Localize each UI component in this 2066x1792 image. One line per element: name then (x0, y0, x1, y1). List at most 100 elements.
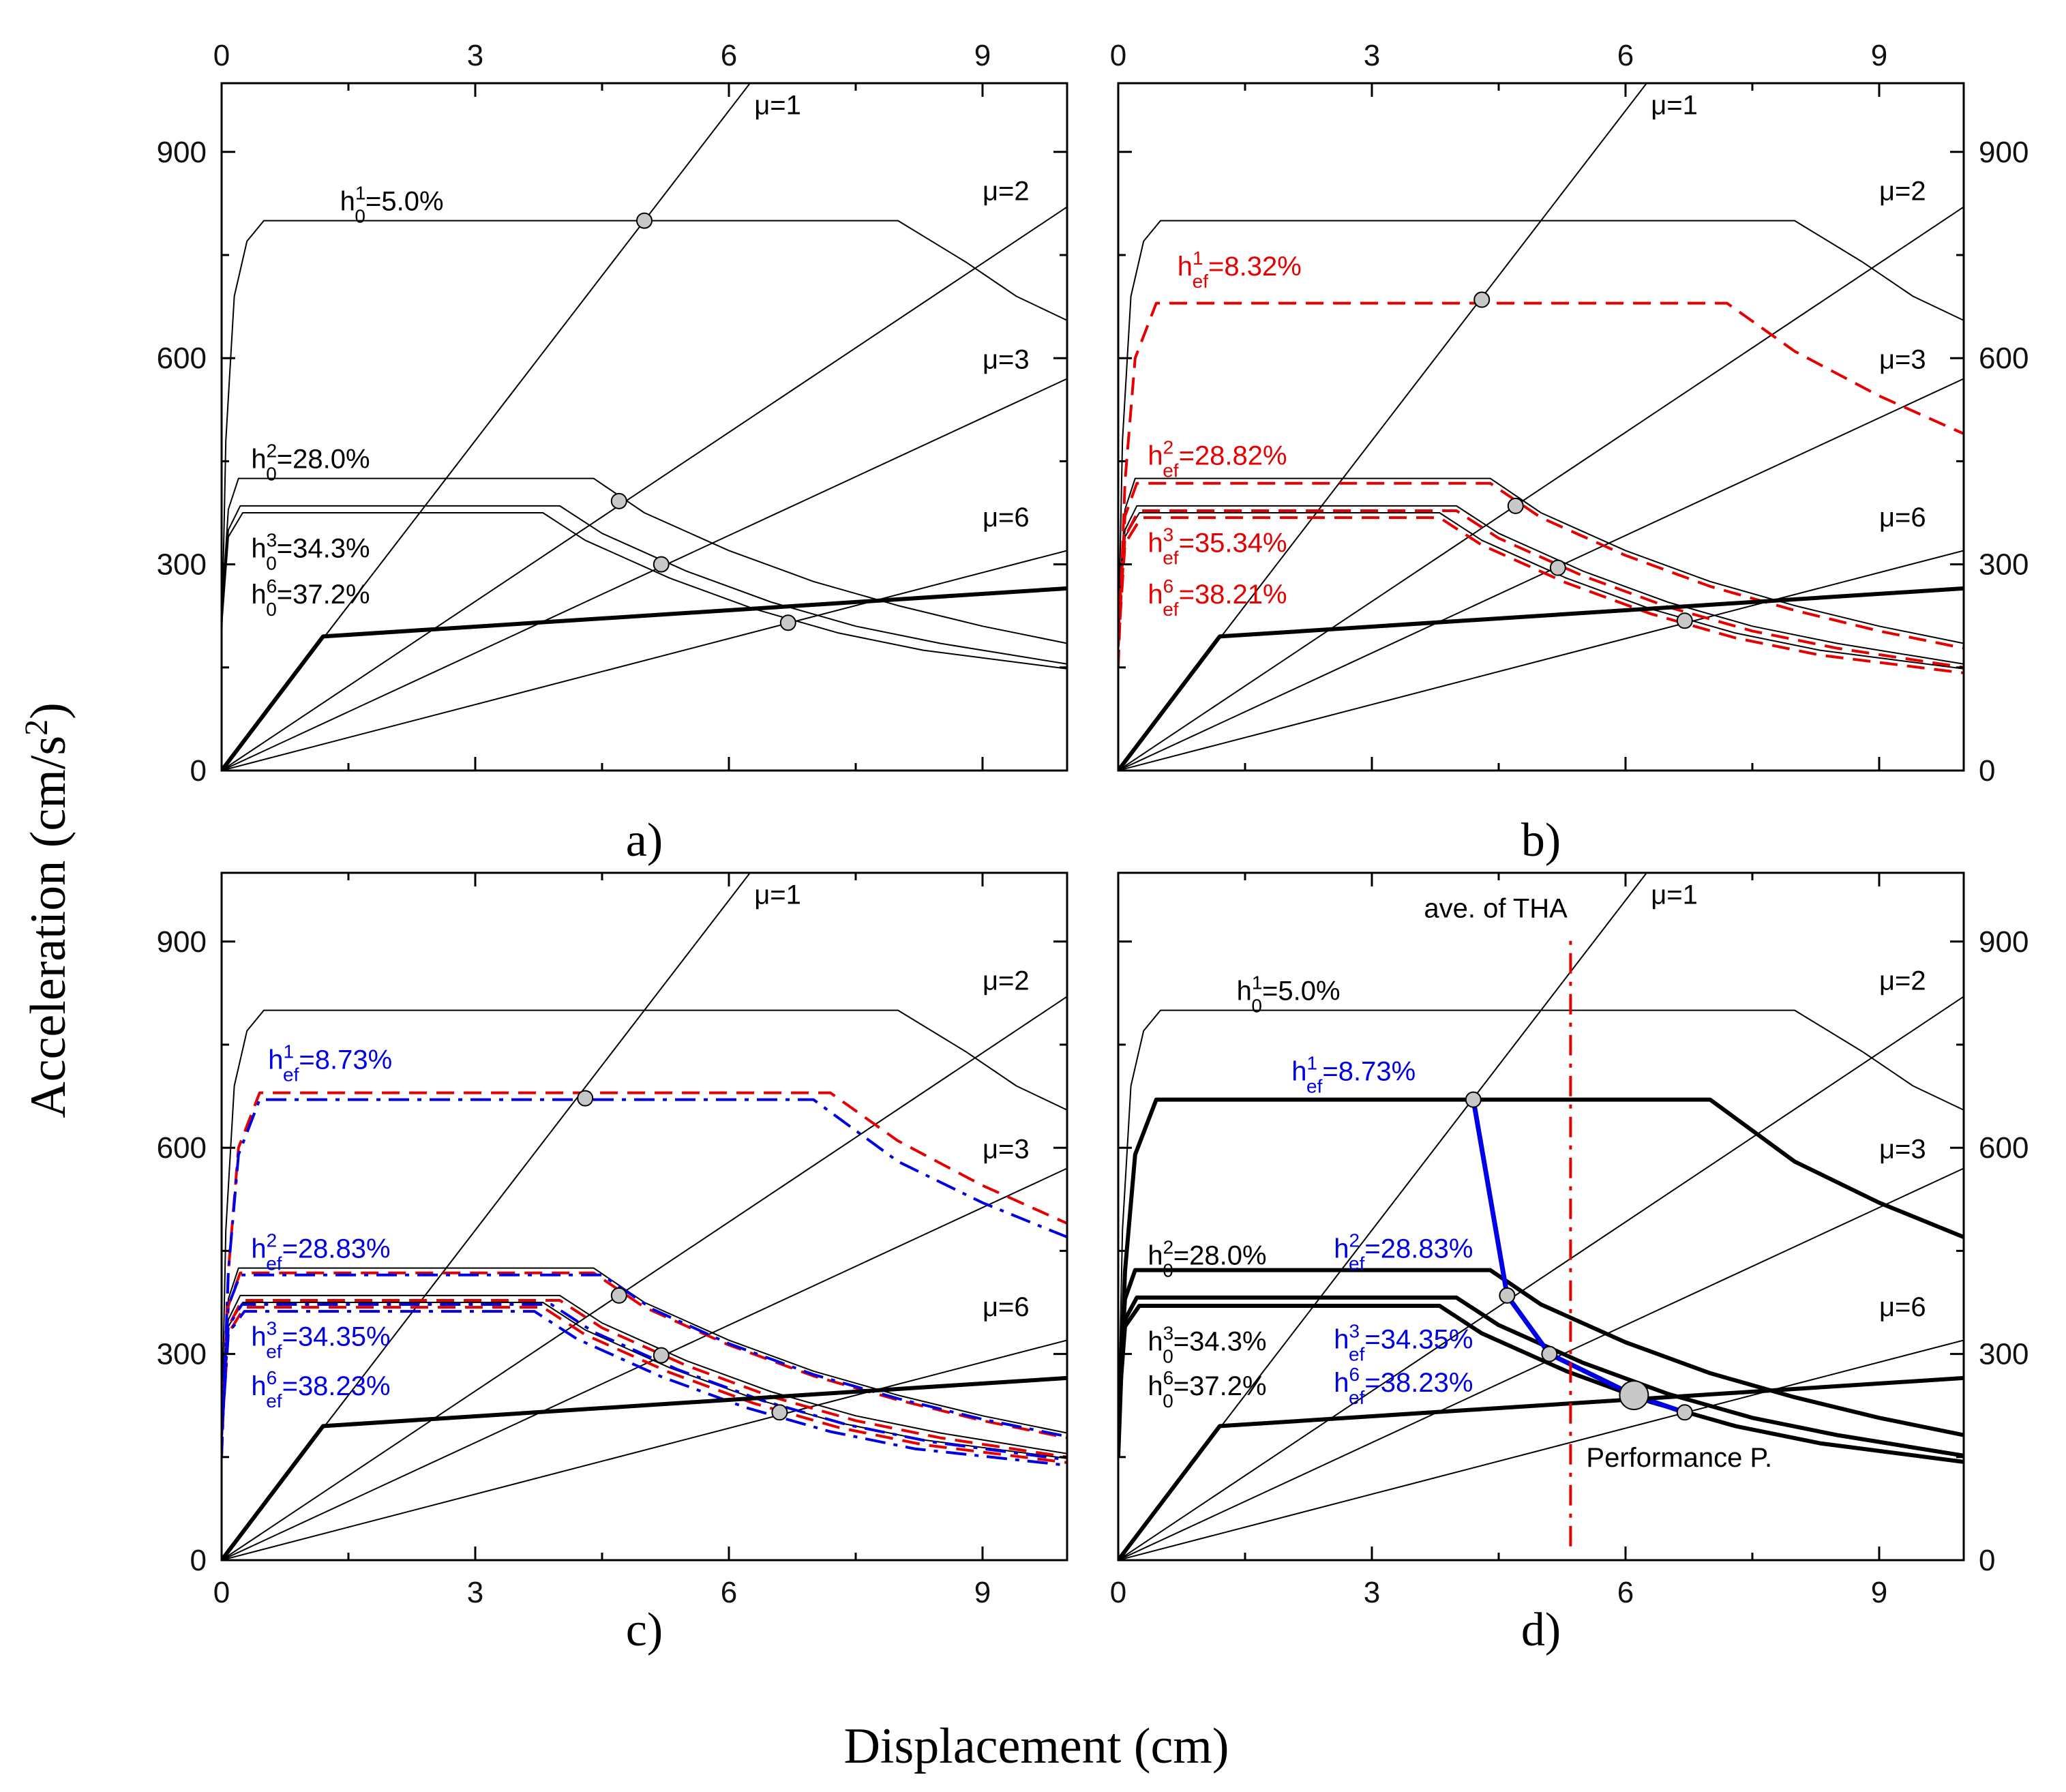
data-point (1676, 1404, 1693, 1421)
data-point (610, 1287, 627, 1304)
x-axis-title: Displacement (cm) (843, 1718, 1229, 1774)
annotation-base: h (340, 186, 355, 216)
annotation-sub: ef (266, 1341, 282, 1362)
x-tick-label: 0 (213, 39, 230, 72)
y-tick-label: 600 (1979, 342, 2028, 375)
data-point (771, 1404, 788, 1421)
series-line (222, 505, 1067, 665)
annotation-sup: 3 (1163, 524, 1174, 545)
annotation-value: =35.34% (1179, 528, 1287, 558)
annotation-sup: 6 (267, 576, 278, 597)
annotation-sup: 6 (1349, 1364, 1360, 1385)
y-tick-label: 900 (157, 136, 207, 169)
ductility-label: μ=3 (1879, 1134, 1926, 1164)
annotation-sub: ef (266, 1390, 282, 1412)
ductility-label: μ=6 (1879, 503, 1926, 533)
annotation-base: h (1334, 1234, 1349, 1264)
x-tick-label: 0 (1110, 1576, 1126, 1609)
annotation-sub: ef (1163, 599, 1179, 620)
series-line (222, 1098, 1067, 1457)
annotation-base: h (1148, 440, 1163, 471)
annotation-base: h (1148, 528, 1163, 558)
x-tick-label: 0 (1110, 39, 1126, 72)
annotation-base: h (251, 1234, 266, 1264)
data-point (1541, 1345, 1558, 1362)
damping-annotation: h2 ef=28.83% (1334, 1229, 1473, 1274)
damping-annotation: h3 0=34.3% (251, 530, 370, 574)
annotation-value: =37.2% (277, 580, 370, 610)
series-line (222, 1273, 1067, 1438)
x-tick-label: 6 (1617, 1576, 1634, 1609)
series-line (1118, 509, 1964, 669)
damping-annotation: h6 ef=38.23% (1334, 1364, 1473, 1408)
annotation-value: =28.0% (1173, 1241, 1267, 1271)
series-line (222, 1303, 1067, 1461)
y-tick-label: 900 (1979, 925, 2028, 959)
series-line (1118, 516, 1964, 674)
annotation-base: h (1178, 252, 1193, 282)
x-tick-label: 3 (467, 39, 483, 72)
plot-frame (1117, 82, 1965, 772)
x-tick-label: 9 (1871, 39, 1887, 72)
y-tick-label: 600 (1979, 1131, 2028, 1165)
series-line (1118, 220, 1964, 647)
annotation-sub: 0 (266, 599, 277, 620)
ductility-label: μ=6 (983, 1292, 1030, 1322)
y-tick-label: 0 (1979, 1544, 1995, 1577)
annotation-sup: 2 (267, 1229, 278, 1251)
y-axis-title-sup: 2 (18, 719, 55, 736)
annotation-value: =34.35% (1364, 1325, 1473, 1355)
damping-annotation: h6 0=37.2% (1148, 1367, 1266, 1412)
series-line (222, 512, 1067, 670)
annotation-sup: 3 (267, 1318, 278, 1339)
annotation-sup: 1 (1306, 1052, 1317, 1073)
ductility-label: μ=6 (1879, 1292, 1926, 1322)
series-line (1118, 477, 1964, 644)
annotation-sup: 3 (1349, 1321, 1360, 1342)
y-tick-label: 0 (190, 1544, 207, 1577)
x-tick-label: 6 (721, 1576, 737, 1609)
annotation-sup: 1 (1252, 972, 1263, 993)
annotation-sub: 0 (266, 553, 277, 574)
annotation-value: =8.32% (1208, 252, 1302, 282)
annotation-value: =28.83% (282, 1234, 391, 1264)
damping-annotation: h2 ef=28.83% (251, 1229, 390, 1274)
panel-label: d) (1521, 1604, 1561, 1656)
series-line (1118, 481, 1964, 650)
data-point (653, 556, 670, 573)
series-line (222, 1294, 1067, 1454)
y-axis-title-main: Acceleration (cm/s (20, 736, 76, 1118)
annotation-sub: 0 (1163, 1260, 1173, 1281)
damping-annotation: h3 ef=34.35% (251, 1318, 390, 1362)
annotation-value: =38.23% (282, 1371, 391, 1401)
x-tick-label: 9 (1871, 1576, 1887, 1609)
annotation-sub: ef (1349, 1344, 1365, 1365)
annotation-sub: ef (266, 1253, 282, 1274)
ductility-label: μ=1 (1651, 880, 1698, 910)
annotation-sub: ef (1306, 1075, 1323, 1096)
damping-annotation: h6 ef=38.21% (1148, 576, 1287, 620)
series-line (222, 1267, 1067, 1434)
series-line (1118, 1009, 1964, 1437)
data-point (653, 1347, 670, 1364)
series-line (222, 1299, 1067, 1459)
annotation-sup: 2 (1163, 1237, 1174, 1258)
annotation-base: h (1148, 580, 1163, 610)
y-tick-label: 300 (1979, 1338, 2028, 1371)
ductility-label: μ=6 (983, 503, 1030, 533)
series-line (1118, 1097, 1964, 1457)
annotation-sub: ef (283, 1064, 299, 1085)
damping-annotation: h1 ef=8.73% (268, 1041, 392, 1085)
annotation-base: h (1237, 976, 1252, 1006)
performance-point (1619, 1380, 1649, 1411)
x-tick-label: 9 (974, 39, 991, 72)
annotation-sub: ef (1349, 1387, 1365, 1408)
series-line (222, 1009, 1067, 1437)
annotation-sup: 3 (267, 530, 278, 551)
ductility-label: μ=1 (1651, 90, 1698, 120)
annotation-value: =5.0% (365, 186, 444, 216)
damping-annotation: h2 0=28.0% (251, 440, 370, 484)
y-tick-label: 0 (190, 754, 207, 788)
plot-area (1118, 873, 1964, 1560)
